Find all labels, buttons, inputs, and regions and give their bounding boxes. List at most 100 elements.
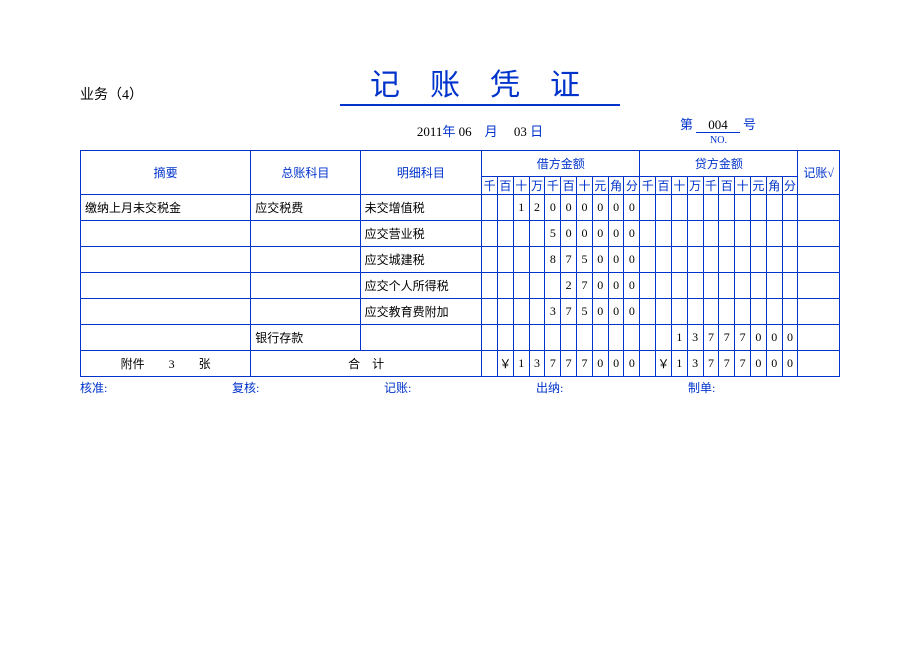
- year-suffix: 年: [442, 124, 455, 139]
- credit-digit: [782, 221, 798, 247]
- digit-header: 百: [561, 177, 577, 195]
- cell-detail: 应交营业税: [360, 221, 482, 247]
- debit-digit: 0: [561, 195, 577, 221]
- credit-digit: [782, 299, 798, 325]
- debit-digit: [513, 221, 529, 247]
- debit-digit: 0: [592, 273, 608, 299]
- col-detail: 明细科目: [360, 151, 482, 195]
- debit-digit: [513, 325, 529, 351]
- debit-digit: 5: [577, 299, 593, 325]
- digit-header: 元: [592, 177, 608, 195]
- credit-digit: [782, 247, 798, 273]
- digit-header: 十: [577, 177, 593, 195]
- credit-digit: [687, 247, 703, 273]
- attachment-cell: 附件 3 张: [81, 351, 251, 377]
- cell-check: [798, 299, 840, 325]
- debit-digit: 0: [608, 195, 624, 221]
- cell-summary: [81, 247, 251, 273]
- cell-detail: 未交增值税: [360, 195, 482, 221]
- debit-digit: 1: [513, 195, 529, 221]
- credit-digit: [687, 299, 703, 325]
- credit-digit: [750, 273, 766, 299]
- digit-header: 十: [671, 177, 687, 195]
- credit-digit: [703, 195, 719, 221]
- credit-digit: [671, 247, 687, 273]
- digit-header: 分: [782, 177, 798, 195]
- cell-general: [251, 273, 360, 299]
- cell-detail: 应交个人所得税: [360, 273, 482, 299]
- credit-digit: [750, 299, 766, 325]
- col-credit: 贷方金额: [640, 151, 798, 177]
- credit-total-digit: 3: [687, 351, 703, 377]
- no-sub-label: NO.: [680, 135, 840, 146]
- credit-digit: [719, 273, 735, 299]
- debit-digit: 0: [592, 247, 608, 273]
- month-suffix: 月: [485, 124, 498, 139]
- digit-header: 十: [513, 177, 529, 195]
- credit-digit: [640, 195, 656, 221]
- credit-total-digit: 0: [750, 351, 766, 377]
- sig-approve: 核准:: [80, 379, 232, 396]
- debit-digit: [497, 299, 513, 325]
- credit-digit: 3: [687, 325, 703, 351]
- debit-total-digit: 7: [577, 351, 593, 377]
- signature-row: 核准: 复核: 记账: 出纳: 制单:: [80, 379, 840, 396]
- credit-digit: [671, 221, 687, 247]
- credit-digit: [640, 325, 656, 351]
- debit-digit: [513, 273, 529, 299]
- credit-digit: [656, 273, 672, 299]
- credit-digit: [719, 195, 735, 221]
- debit-digit: 0: [592, 299, 608, 325]
- header-row: 业务（4） 记账凭证: [80, 60, 840, 104]
- col-check: 记账√: [798, 151, 840, 195]
- debit-digit: 5: [545, 221, 561, 247]
- debit-digit: [497, 325, 513, 351]
- debit-digit: 0: [624, 247, 640, 273]
- credit-digit: [703, 247, 719, 273]
- debit-total-digit: 0: [624, 351, 640, 377]
- debit-digit: 0: [608, 247, 624, 273]
- credit-digit: [656, 247, 672, 273]
- no-value: 004: [696, 117, 740, 133]
- digit-header: 角: [766, 177, 782, 195]
- cell-summary: 缴纳上月未交税金: [81, 195, 251, 221]
- debit-digit: [482, 221, 498, 247]
- credit-digit: [671, 195, 687, 221]
- debit-digit: [513, 247, 529, 273]
- credit-digit: [735, 195, 751, 221]
- debit-digit: [513, 299, 529, 325]
- credit-digit: [671, 273, 687, 299]
- credit-digit: [782, 273, 798, 299]
- credit-digit: [766, 299, 782, 325]
- credit-digit: 7: [735, 325, 751, 351]
- cell-summary: [81, 273, 251, 299]
- debit-digit: 0: [577, 221, 593, 247]
- credit-digit: [719, 221, 735, 247]
- sub-header-row: 2011年 06 月 03 日 第 004 号 NO.: [80, 114, 840, 146]
- debit-digit: 0: [608, 221, 624, 247]
- table-row: 缴纳上月未交税金应交税费未交增值税12000000: [81, 195, 840, 221]
- no-suffix: 号: [743, 117, 756, 132]
- debit-digit: 3: [545, 299, 561, 325]
- debit-digit: [545, 273, 561, 299]
- credit-total-digit: 7: [735, 351, 751, 377]
- cell-general: 银行存款: [251, 325, 360, 351]
- credit-digit: [735, 247, 751, 273]
- debit-digit: 0: [545, 195, 561, 221]
- debit-digit: 0: [592, 195, 608, 221]
- sig-cashier: 出纳:: [536, 379, 688, 396]
- col-general: 总账科目: [251, 151, 360, 195]
- debit-digit: [624, 325, 640, 351]
- credit-digit: [766, 273, 782, 299]
- digit-header: 角: [608, 177, 624, 195]
- debit-digit: 7: [577, 273, 593, 299]
- debit-total-digit: 7: [561, 351, 577, 377]
- credit-digit: 0: [782, 325, 798, 351]
- debit-digit: [482, 247, 498, 273]
- credit-total-digit: 1: [671, 351, 687, 377]
- total-label: 合 计: [251, 351, 482, 377]
- credit-digit: [656, 195, 672, 221]
- debit-total-digit: 3: [529, 351, 545, 377]
- digit-header: 十: [735, 177, 751, 195]
- credit-digit: [735, 273, 751, 299]
